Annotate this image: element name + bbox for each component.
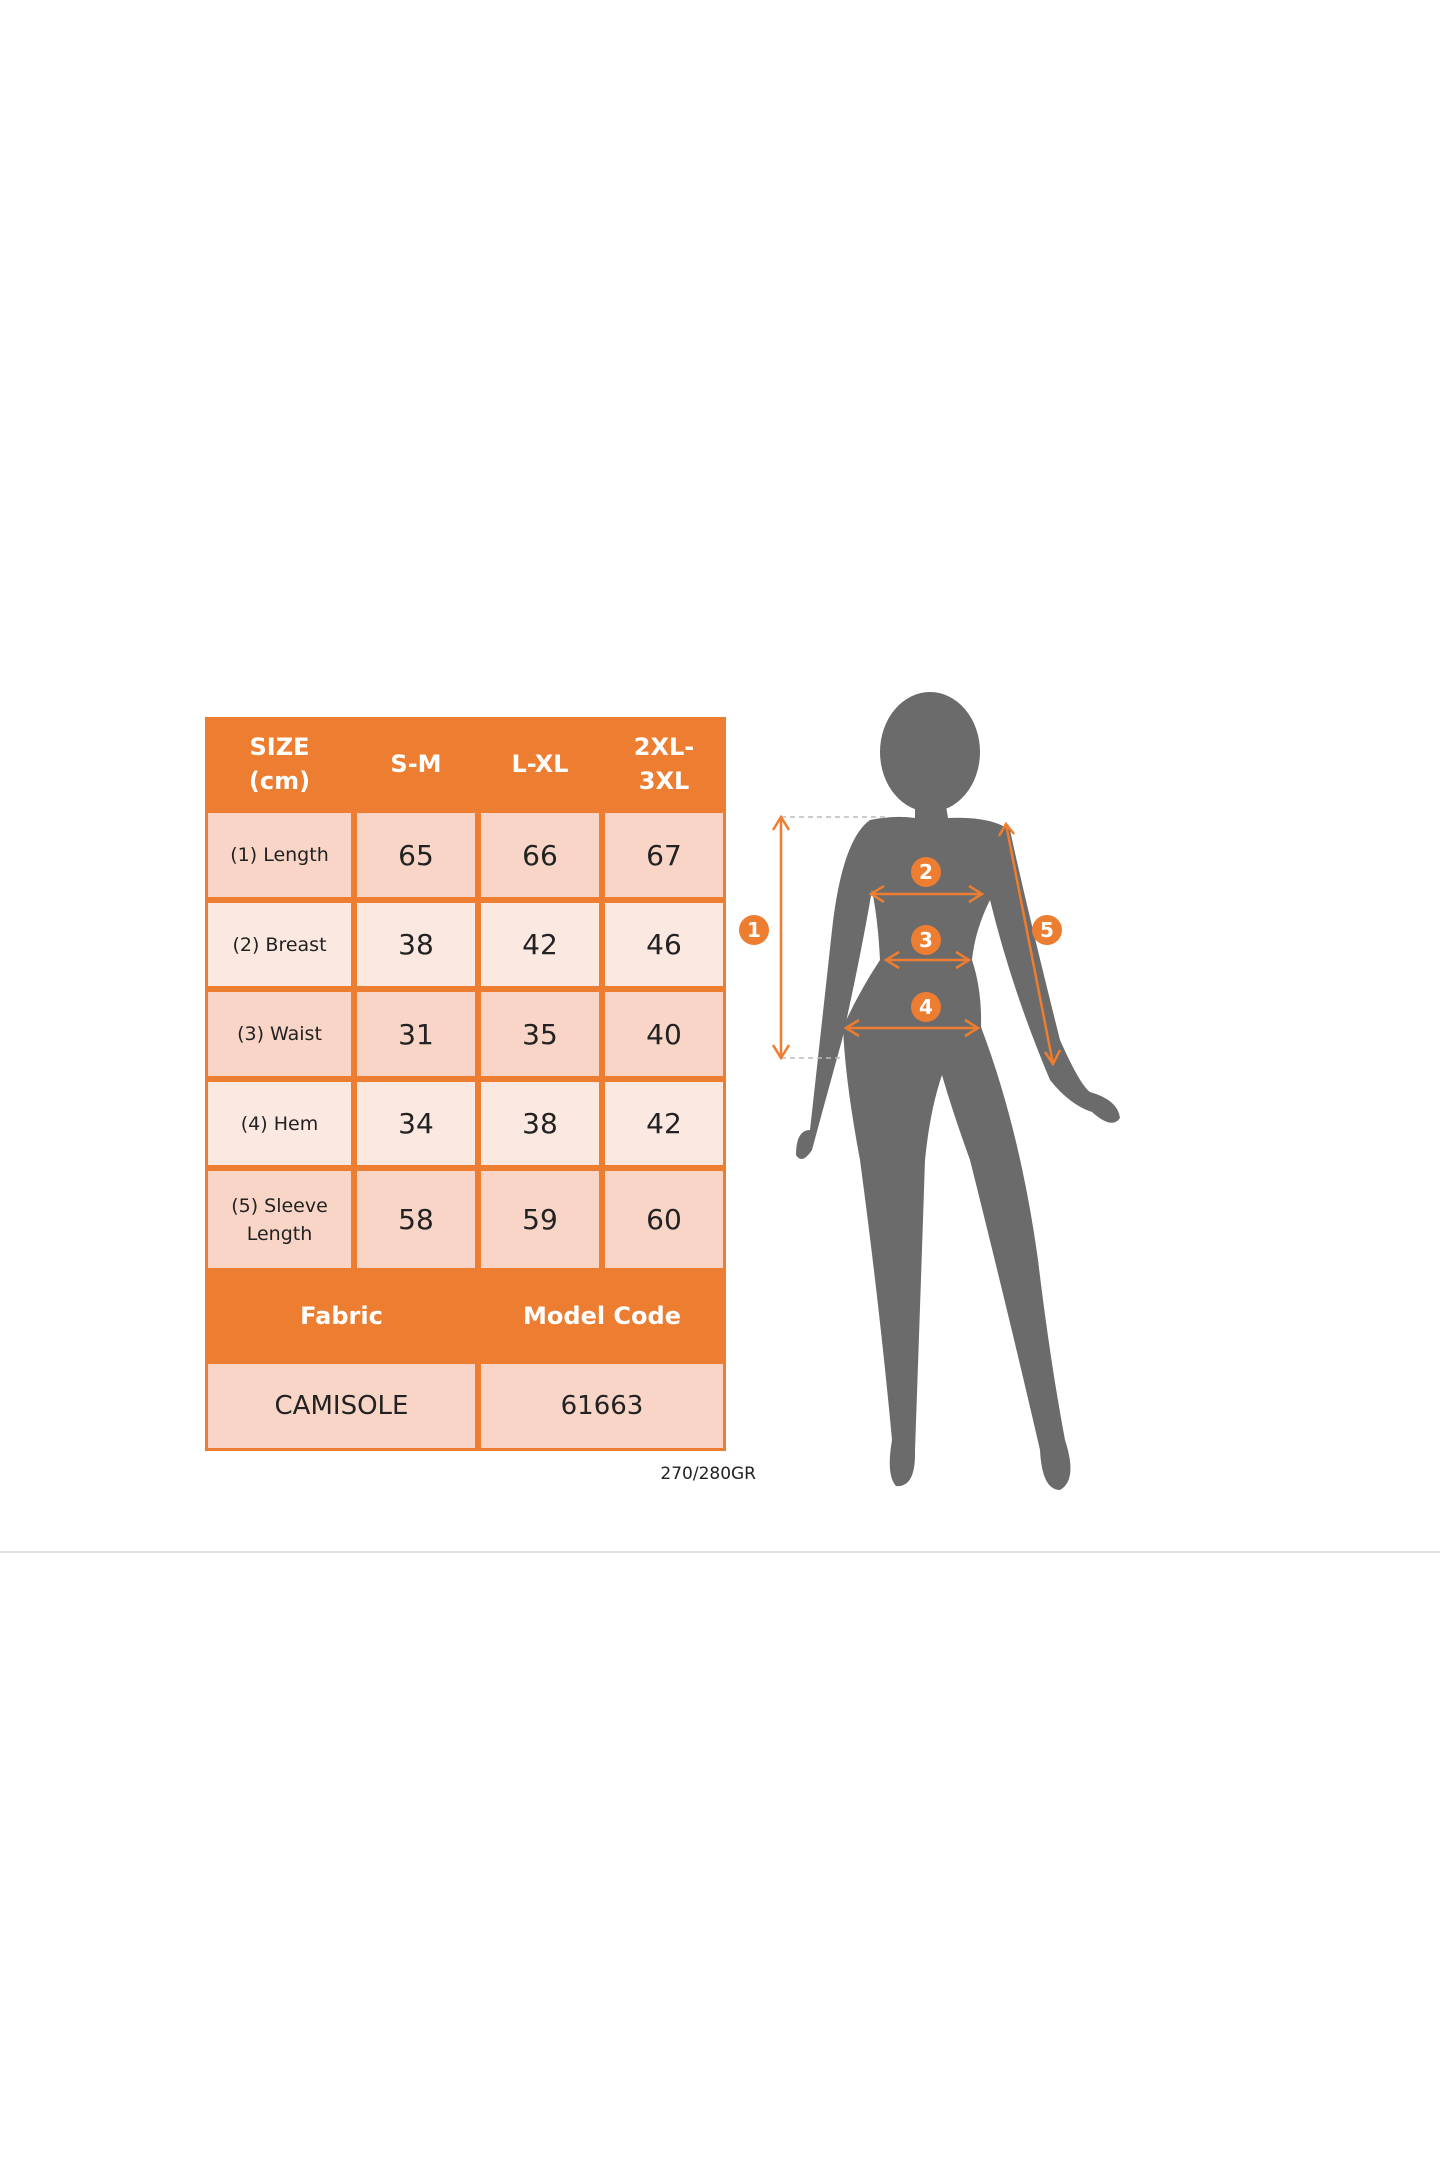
length-arrow — [771, 814, 791, 1061]
size-chart-table: SIZE (cm) S-M L-XL 2XL- 3XL (1) Length 65 66 67… — [205, 717, 726, 1451]
header-cell: L-XL — [511, 749, 569, 778]
value-cell: 66 — [481, 813, 599, 897]
marker-2: 2 — [911, 857, 941, 887]
marker-4: 4 — [911, 992, 941, 1022]
value-cell: 38 — [481, 1082, 599, 1165]
value-cell: 40 — [605, 992, 723, 1076]
value-cell: 38 — [357, 903, 475, 986]
value-cell: 42 — [481, 903, 599, 986]
value-cell: 65 — [357, 813, 475, 897]
svg-text:2: 2 — [919, 860, 933, 884]
row-label: (1) Length — [208, 813, 351, 897]
divider — [0, 1551, 1440, 1553]
value-cell: 34 — [357, 1082, 475, 1165]
header-cell: 2XL- 3XL — [633, 732, 695, 795]
fabric-value: CAMISOLE — [208, 1364, 475, 1448]
marker-3: 3 — [911, 925, 941, 955]
value-cell: 58 — [357, 1171, 475, 1268]
row-label: (5) Sleeve Length — [208, 1171, 351, 1268]
model-code-header: Model Code — [523, 1302, 681, 1330]
header-cell: S-M — [390, 749, 442, 778]
svg-text:1: 1 — [747, 918, 761, 942]
body-silhouette — [796, 692, 1120, 1490]
breast-arrow — [868, 884, 985, 904]
value-cell: 60 — [605, 1171, 723, 1268]
svg-text:3: 3 — [919, 928, 933, 952]
row-label: (4) Hem — [208, 1082, 351, 1165]
row-label: (3) Waist — [208, 992, 351, 1076]
value-cell: 59 — [481, 1171, 599, 1268]
row-label: (2) Breast — [208, 903, 351, 986]
header-cell: SIZE (cm) — [248, 732, 311, 795]
value-cell: 42 — [605, 1082, 723, 1165]
value-cell: 67 — [605, 813, 723, 897]
value-cell: 35 — [481, 992, 599, 1076]
hem-arrow — [843, 1018, 981, 1038]
svg-text:4: 4 — [919, 995, 933, 1019]
value-cell: 46 — [605, 903, 723, 986]
svg-text:5: 5 — [1040, 918, 1054, 942]
waist-arrow — [883, 950, 972, 970]
marker-5: 5 — [1032, 915, 1062, 945]
value-cell: 31 — [357, 992, 475, 1076]
fabric-header: Fabric — [300, 1302, 383, 1330]
sleeve-arrow — [997, 821, 1062, 1067]
body-measurement-diagram: 1 2 3 4 5 — [739, 692, 1120, 1490]
weight-note: 270/280GR — [660, 1464, 756, 1484]
model-code-value: 61663 — [481, 1364, 723, 1448]
marker-1: 1 — [739, 915, 769, 945]
